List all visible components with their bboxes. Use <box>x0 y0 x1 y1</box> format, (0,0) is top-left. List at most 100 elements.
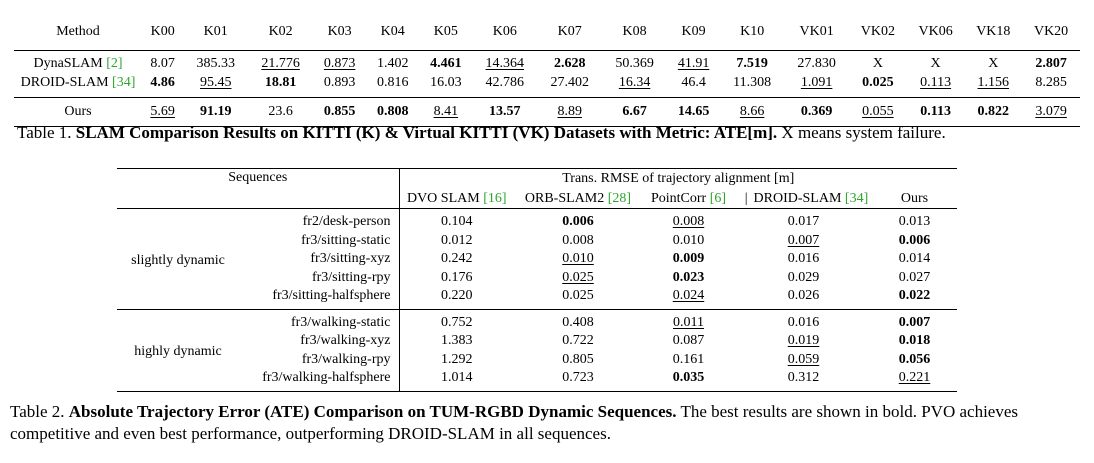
cell-value: 0.012 <box>441 232 473 248</box>
table2-caption-title: Absolute Trajectory Error (ATE) Comparis… <box>68 402 677 421</box>
table-cell: 0.008 <box>642 208 735 232</box>
table-cell: 0.027 <box>872 269 957 288</box>
method-cell: DROID-SLAM [34] <box>14 74 142 93</box>
cell-value: 18.81 <box>264 75 297 90</box>
table2-header: Sequences Trans. RMSE of trajectory align… <box>117 168 957 209</box>
cell-value: 0.855 <box>323 103 356 119</box>
cell-value: 1.402 <box>376 56 409 71</box>
header-row-1: Sequences Trans. RMSE of trajectory align… <box>117 168 957 209</box>
cell-value: 91.19 <box>199 103 232 119</box>
table-cell: 91.19 <box>183 96 249 127</box>
header-row-2: DVO SLAM [16] ORB-SLAM2 [28] PointCorr [6]… <box>117 189 957 209</box>
sequences-header: Sequences <box>117 168 400 209</box>
table-cell: 2.807 <box>1022 50 1080 74</box>
cell-value: 0.113 <box>920 103 951 119</box>
cell-value: 0.113 <box>920 75 952 90</box>
table-cell: 4.86 <box>142 74 183 93</box>
table-cell: 0.822 <box>964 96 1023 127</box>
cell-value: 0.014 <box>898 251 931 267</box>
table-cell: 14.65 <box>667 96 721 127</box>
table2-caption: Table 2. Absolute Trajectory Error (ATE)… <box>10 401 1086 445</box>
cell-value: 21.776 <box>261 56 300 71</box>
table1-caption-title: SLAM Comparison Results on KITTI (K) & V… <box>75 123 778 142</box>
column-header: VK01 <box>784 14 850 51</box>
table-cell: X <box>907 50 965 74</box>
table-row: highly dynamic fr3/walking-static 0.752 0.4… <box>117 308 957 392</box>
cell-value: 0.104 <box>441 214 473 230</box>
table-cell: 0.113 <box>906 96 965 127</box>
table-cell: 8.89 <box>537 96 603 127</box>
table-row: fr3/walking-rpy 1.292 0.805 0.161 0.059 0.056 <box>117 350 957 369</box>
table-cell: 8.07 <box>142 50 183 74</box>
method-header: | DROID-SLAM [34] <box>735 189 872 209</box>
table-cell: 0.722 <box>514 332 642 351</box>
cell-value: 0.029 <box>787 269 820 285</box>
cell-value: 0.873 <box>323 56 356 71</box>
citation-bracket-open: [ <box>112 75 117 90</box>
cell-value: 0.027 <box>898 269 931 285</box>
table-cell: 27.402 <box>537 74 602 93</box>
method-header: Ours <box>872 189 957 209</box>
method-name: DROID-SLAM <box>20 75 109 90</box>
table-row: slightly dynamic fr2/desk-person 0.104 0.00… <box>117 208 957 309</box>
cell-value: 1.014 <box>441 370 473 386</box>
cell-value: 0.026 <box>787 288 820 304</box>
method-name: DynaSLAM <box>33 56 103 71</box>
cell-value: 0.752 <box>441 314 473 330</box>
table-cell: 0.018 <box>872 332 957 351</box>
cell-value: 2.628 <box>553 56 586 71</box>
table-cell: 0.723 <box>514 369 642 392</box>
table-cell: 0.369 <box>784 96 850 127</box>
table-cell: 0.007 <box>735 232 872 251</box>
table-cell: 0.025 <box>514 287 642 309</box>
sequence-cell: fr2/desk-person <box>239 208 400 232</box>
cell-value: 0.056 <box>898 351 931 367</box>
table-cell: 0.008 <box>514 232 642 251</box>
cell-value: 0.722 <box>562 333 594 349</box>
citation-bracket-close: ] <box>721 190 727 206</box>
table1-body: DynaSLAM [2] 8.07 385.33 21.776 0.873 1.402 4.… <box>14 50 1080 127</box>
cell-value: 1.292 <box>441 351 473 367</box>
table-row: fr3/sitting-xyz 0.242 0.010 0.009 0.016 0.014 <box>117 250 957 269</box>
column-divider: | <box>744 190 748 206</box>
cell-value: 0.022 <box>898 288 931 304</box>
table-cell: 0.113 <box>907 74 965 93</box>
column-header: K08 <box>602 14 668 51</box>
table-cell: 0.025 <box>849 74 907 93</box>
citation-number: 6 <box>714 190 722 206</box>
table1-caption: Table 1. SLAM Comparison Results on KITT… <box>17 122 946 144</box>
table-cell: 0.025 <box>514 269 642 288</box>
table-cell: 1.383 <box>399 332 514 351</box>
cell-value: 6.67 <box>622 103 647 119</box>
cell-value: 0.025 <box>562 288 594 304</box>
table-cell: 0.055 <box>849 96 907 127</box>
table-cell: 0.104 <box>399 208 514 232</box>
cell-value: 0.808 <box>376 103 409 119</box>
table-cell: 0.012 <box>399 232 514 251</box>
cell-value: 13.57 <box>489 103 521 119</box>
table-cell: 0.221 <box>872 369 957 392</box>
table-cell: 0.014 <box>872 250 957 269</box>
cell-value: 0.007 <box>787 232 820 248</box>
table-cell: 18.81 <box>248 74 313 93</box>
table-cell: 8.66 <box>720 96 785 127</box>
cell-value: 0.011 <box>673 314 704 330</box>
table-cell: 4.461 <box>419 50 472 74</box>
column-header: K02 <box>248 14 314 51</box>
cell-value: X <box>930 56 941 71</box>
cell-value: 0.009 <box>672 251 705 267</box>
cell-value: 8.07 <box>150 56 175 71</box>
tum-rgbd-results-table: Sequences Trans. RMSE of trajectory align… <box>117 168 957 392</box>
cell-value: 23.6 <box>268 103 293 119</box>
table-cell: 8.41 <box>419 96 473 127</box>
table-cell: 0.752 <box>399 308 514 332</box>
table-cell: 27.830 <box>784 50 849 74</box>
table-cell: 5.69 <box>142 96 184 127</box>
table1-caption-note: X means system failure. <box>777 123 946 142</box>
column-header: K09 <box>667 14 721 51</box>
table-cell: 0.022 <box>872 287 957 309</box>
column-header: VK18 <box>964 14 1023 51</box>
citation-number: 34 <box>849 190 864 206</box>
cell-value: 8.285 <box>1035 75 1067 90</box>
citation-bracket-close: ] <box>130 75 136 90</box>
